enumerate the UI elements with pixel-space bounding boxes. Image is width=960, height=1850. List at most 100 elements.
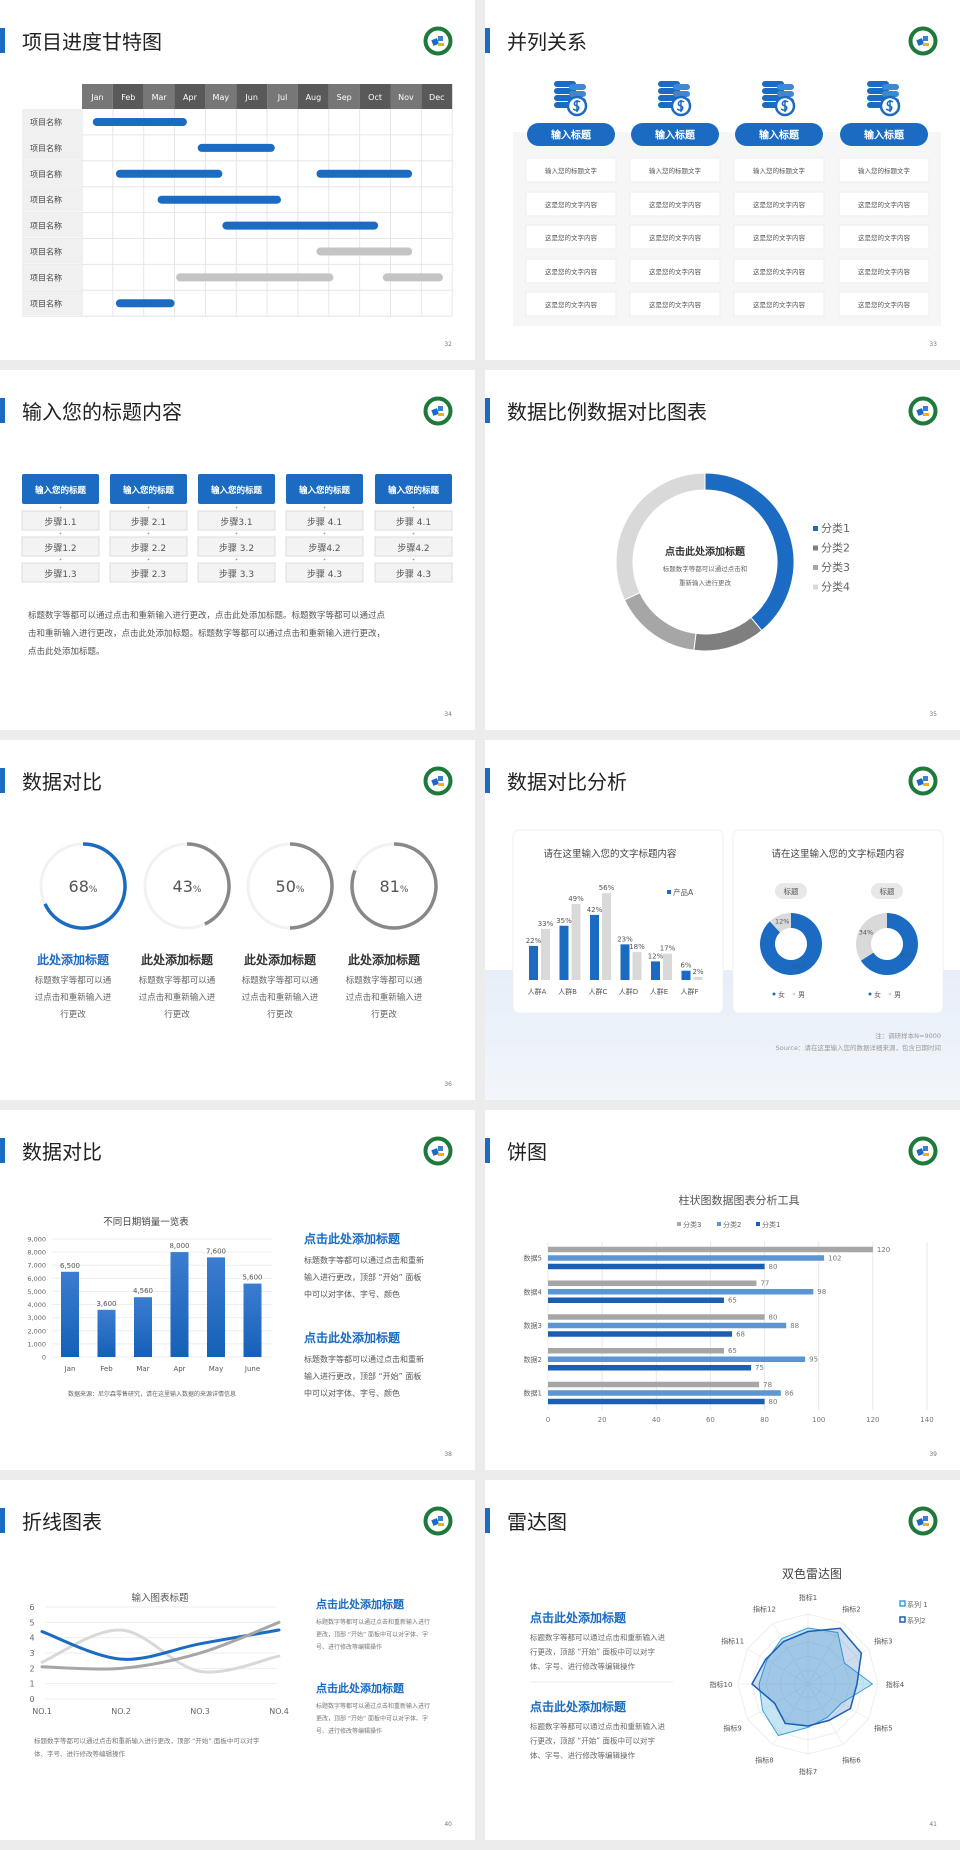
bar-product-a[interactable] xyxy=(681,970,691,980)
donut-slice-女[interactable] xyxy=(860,913,918,975)
slide-32[interactable]: 项目进度甘特图 32 Jan Feb Mar Apr May Jun Jul Aug Sep Oct N… xyxy=(0,0,475,360)
text-cell[interactable] xyxy=(733,224,825,250)
bar[interactable] xyxy=(548,1356,806,1363)
text-cell[interactable] xyxy=(838,157,930,183)
step-heading-box[interactable] xyxy=(286,474,363,504)
text-cell[interactable] xyxy=(525,258,617,284)
step-box[interactable] xyxy=(197,562,276,583)
slide-36[interactable]: 数据对比 36 68% 此处添加标题 标题数字等都可以通 过点击和重新输入进 行更改 43% 此… xyxy=(0,740,475,1100)
bar[interactable] xyxy=(548,1314,765,1320)
bar-series-2[interactable] xyxy=(541,928,550,980)
text-cell[interactable] xyxy=(525,224,617,250)
donut-slice-2[interactable] xyxy=(693,616,763,652)
slide-35[interactable]: 数据比例数据对比图表 35 分类1 分类2 分类3 分类4 点击此处添加标题 标题数字等都可以… xyxy=(485,370,960,730)
bar[interactable] xyxy=(97,1309,116,1357)
heading-pill[interactable] xyxy=(631,123,719,146)
text-cell[interactable] xyxy=(733,258,825,284)
step-box[interactable] xyxy=(374,536,453,557)
heading-pill[interactable] xyxy=(840,123,928,146)
step-box[interactable] xyxy=(197,536,276,557)
donut-slice-男[interactable] xyxy=(769,913,791,933)
text-cell[interactable] xyxy=(629,291,721,317)
text-cell[interactable] xyxy=(838,224,930,250)
text-cell[interactable] xyxy=(629,258,721,284)
text-cell[interactable] xyxy=(733,157,825,183)
line-series-1[interactable] xyxy=(40,1628,281,1674)
gantt-bar[interactable] xyxy=(316,169,413,178)
bar[interactable] xyxy=(61,1271,79,1357)
gantt-bar[interactable] xyxy=(222,221,379,230)
bar[interactable] xyxy=(548,1246,873,1253)
bar-product-a[interactable] xyxy=(559,925,569,980)
slide-38[interactable]: 数据对比 38 0 1,000 2,000 3,000 4,000 5,000 6,000 7,0… xyxy=(0,1110,475,1470)
text-cell[interactable] xyxy=(838,191,930,217)
step-box[interactable] xyxy=(109,510,188,531)
bar[interactable] xyxy=(134,1297,152,1357)
step-box[interactable] xyxy=(285,536,364,557)
step-box[interactable] xyxy=(197,510,276,531)
bar[interactable] xyxy=(548,1297,724,1304)
slide-41[interactable]: 雷达图 41 指标1 指标2 指标3 指标4 指标5 指标6 指标7 指标8 指标9 指标10 指标11… xyxy=(485,1480,960,1840)
step-box[interactable] xyxy=(109,536,188,557)
bar-series-2[interactable] xyxy=(693,976,703,980)
text-cell[interactable] xyxy=(525,157,617,183)
step-heading-box[interactable] xyxy=(198,474,275,504)
heading-pill[interactable] xyxy=(735,123,823,146)
step-box[interactable] xyxy=(109,562,188,583)
step-box[interactable] xyxy=(21,562,100,583)
gantt-bar[interactable] xyxy=(92,118,187,126)
bar[interactable] xyxy=(548,1348,724,1354)
bar[interactable] xyxy=(548,1280,757,1287)
bar[interactable] xyxy=(548,1331,733,1337)
bar[interactable] xyxy=(548,1322,787,1329)
bar-series-2[interactable] xyxy=(571,904,581,980)
text-cell[interactable] xyxy=(629,224,721,250)
bar[interactable] xyxy=(548,1398,765,1405)
bar[interactable] xyxy=(548,1263,765,1270)
donut-slice-男[interactable] xyxy=(856,913,887,961)
step-box[interactable] xyxy=(285,562,364,583)
bar-series-2[interactable] xyxy=(602,893,611,980)
step-box[interactable] xyxy=(285,510,364,531)
gantt-bar[interactable] xyxy=(115,169,223,178)
donut-slice-4[interactable] xyxy=(615,472,706,601)
bar-series-2[interactable] xyxy=(663,953,672,980)
step-box[interactable] xyxy=(21,536,100,557)
step-heading-box[interactable] xyxy=(110,474,187,504)
slide-33[interactable]: 并列关系 33 输入标题 输入您的标题文字 这是您的文字内容 这是您的文字内容 这是您的文字… xyxy=(485,0,960,360)
text-cell[interactable] xyxy=(629,191,721,217)
slide-34[interactable]: 输入您的标题内容 34 输入您的标题 步骤1.1 步骤1.2 步骤1.3 输入您的标题 步骤 … xyxy=(0,370,475,730)
slide-37[interactable]: 数据对比分析37请在这里输入您的文字标题内容请在这里输入您的文字标题内容22%3… xyxy=(485,740,960,1100)
radar-series-2[interactable] xyxy=(751,1627,863,1727)
bar[interactable] xyxy=(548,1381,760,1388)
bar[interactable] xyxy=(243,1283,262,1357)
gantt-bar[interactable] xyxy=(316,247,413,256)
slide-40[interactable]: 折线图表 40 0 1 2 3 4 5 6 NO.1 NO.2 NO.3 NO.4 输入图表标题 标题数字等… xyxy=(0,1480,475,1840)
bar-product-a[interactable] xyxy=(529,945,538,980)
text-cell[interactable] xyxy=(838,258,930,284)
step-box[interactable] xyxy=(374,510,453,531)
gantt-bar[interactable] xyxy=(382,273,443,282)
text-cell[interactable] xyxy=(525,191,617,217)
gantt-bar[interactable] xyxy=(197,143,275,152)
step-heading-box[interactable] xyxy=(22,474,99,504)
step-heading-box[interactable] xyxy=(375,474,452,504)
step-box[interactable] xyxy=(374,562,453,583)
bar[interactable] xyxy=(548,1255,825,1261)
bar-product-a[interactable] xyxy=(620,944,630,980)
gantt-bar[interactable] xyxy=(157,195,281,204)
bar[interactable] xyxy=(207,1257,225,1357)
heading-pill[interactable] xyxy=(527,123,615,146)
bar-product-a[interactable] xyxy=(590,914,599,980)
text-cell[interactable] xyxy=(629,157,721,183)
bar-series-2[interactable] xyxy=(632,952,642,980)
slide-39[interactable]: 饼图 39 柱状图数据图表分析工具 分类3 分类2 分类1 0 20 40 60 80 100 120 1… xyxy=(485,1110,960,1470)
bar[interactable] xyxy=(548,1289,814,1295)
text-cell[interactable] xyxy=(733,191,825,217)
gantt-bar[interactable] xyxy=(115,299,175,308)
bar[interactable] xyxy=(548,1390,781,1396)
step-box[interactable] xyxy=(21,510,100,531)
line-series-3[interactable] xyxy=(40,1620,281,1671)
bar[interactable] xyxy=(170,1252,189,1357)
gantt-bar[interactable] xyxy=(176,273,334,282)
